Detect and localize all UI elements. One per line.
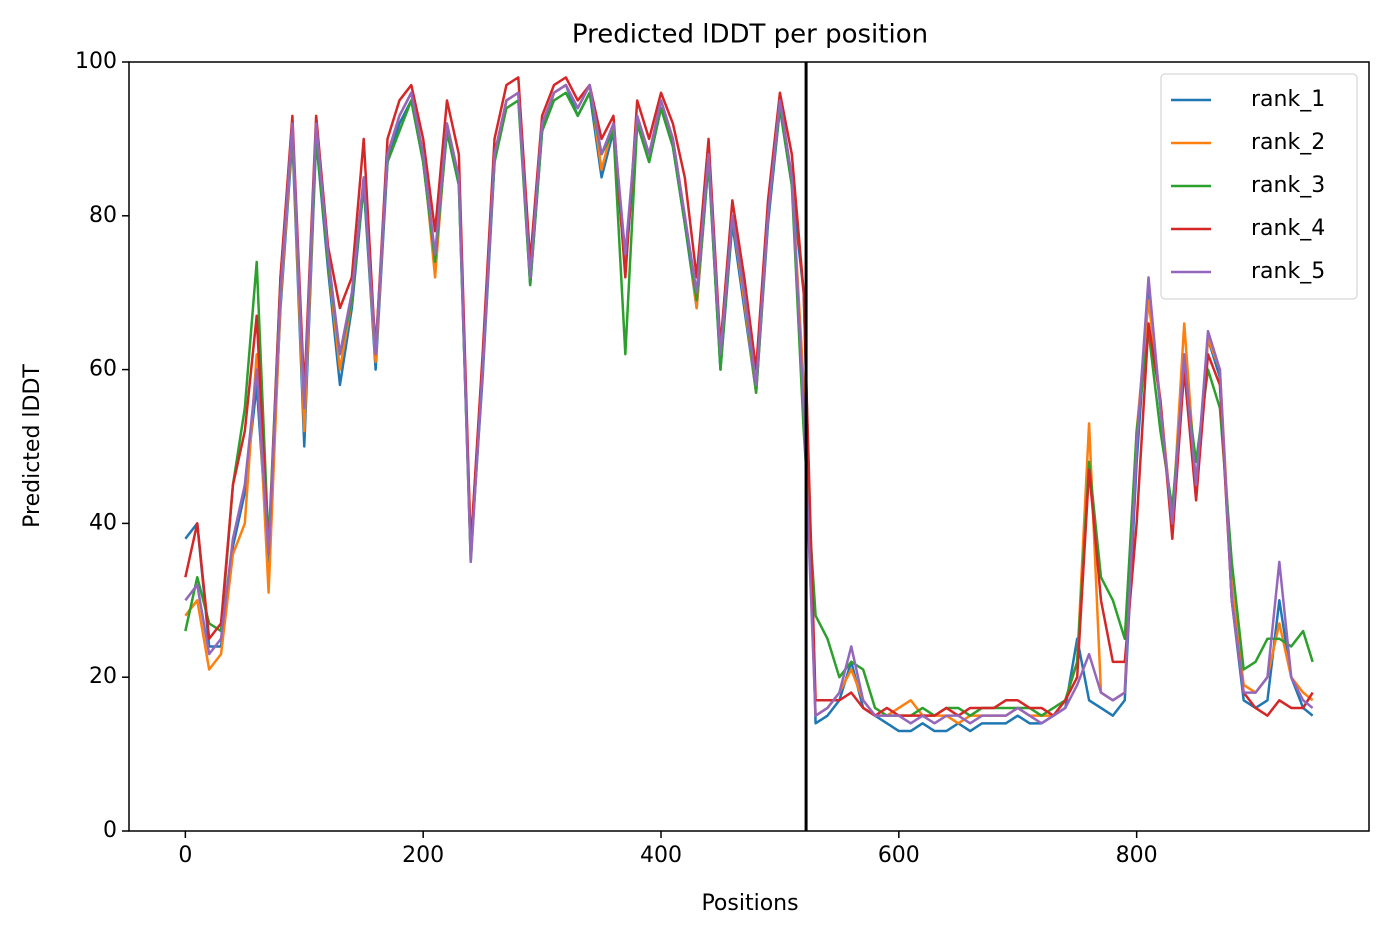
legend-label: rank_4 — [1251, 216, 1325, 241]
x-axis-label: Positions — [701, 891, 798, 916]
series-line — [184, 76, 1314, 717]
legend-label: rank_1 — [1251, 87, 1325, 112]
legend-label: rank_2 — [1251, 130, 1325, 155]
legend-label: rank_5 — [1251, 259, 1325, 284]
y-axis-label: Predicted lDDT — [20, 364, 45, 528]
y-tick-label: 20 — [89, 664, 117, 689]
y-tick-label: 100 — [75, 49, 117, 74]
x-tick-label: 400 — [640, 843, 682, 868]
chart-title: Predicted lDDT per position — [572, 20, 928, 50]
y-tick-label: 40 — [89, 510, 117, 535]
y-tick-label: 60 — [89, 357, 117, 382]
y-tick-label: 80 — [89, 203, 117, 228]
x-tick-label: 800 — [1116, 843, 1158, 868]
plot-frame — [128, 61, 1370, 832]
legend-box — [1160, 73, 1358, 300]
series-line — [184, 83, 1314, 725]
x-tick-label: 200 — [402, 843, 444, 868]
legend-label: rank_3 — [1251, 173, 1325, 198]
x-tick-label: 600 — [878, 843, 920, 868]
x-tick-label: 0 — [178, 843, 192, 868]
y-tick-label: 0 — [103, 818, 117, 843]
